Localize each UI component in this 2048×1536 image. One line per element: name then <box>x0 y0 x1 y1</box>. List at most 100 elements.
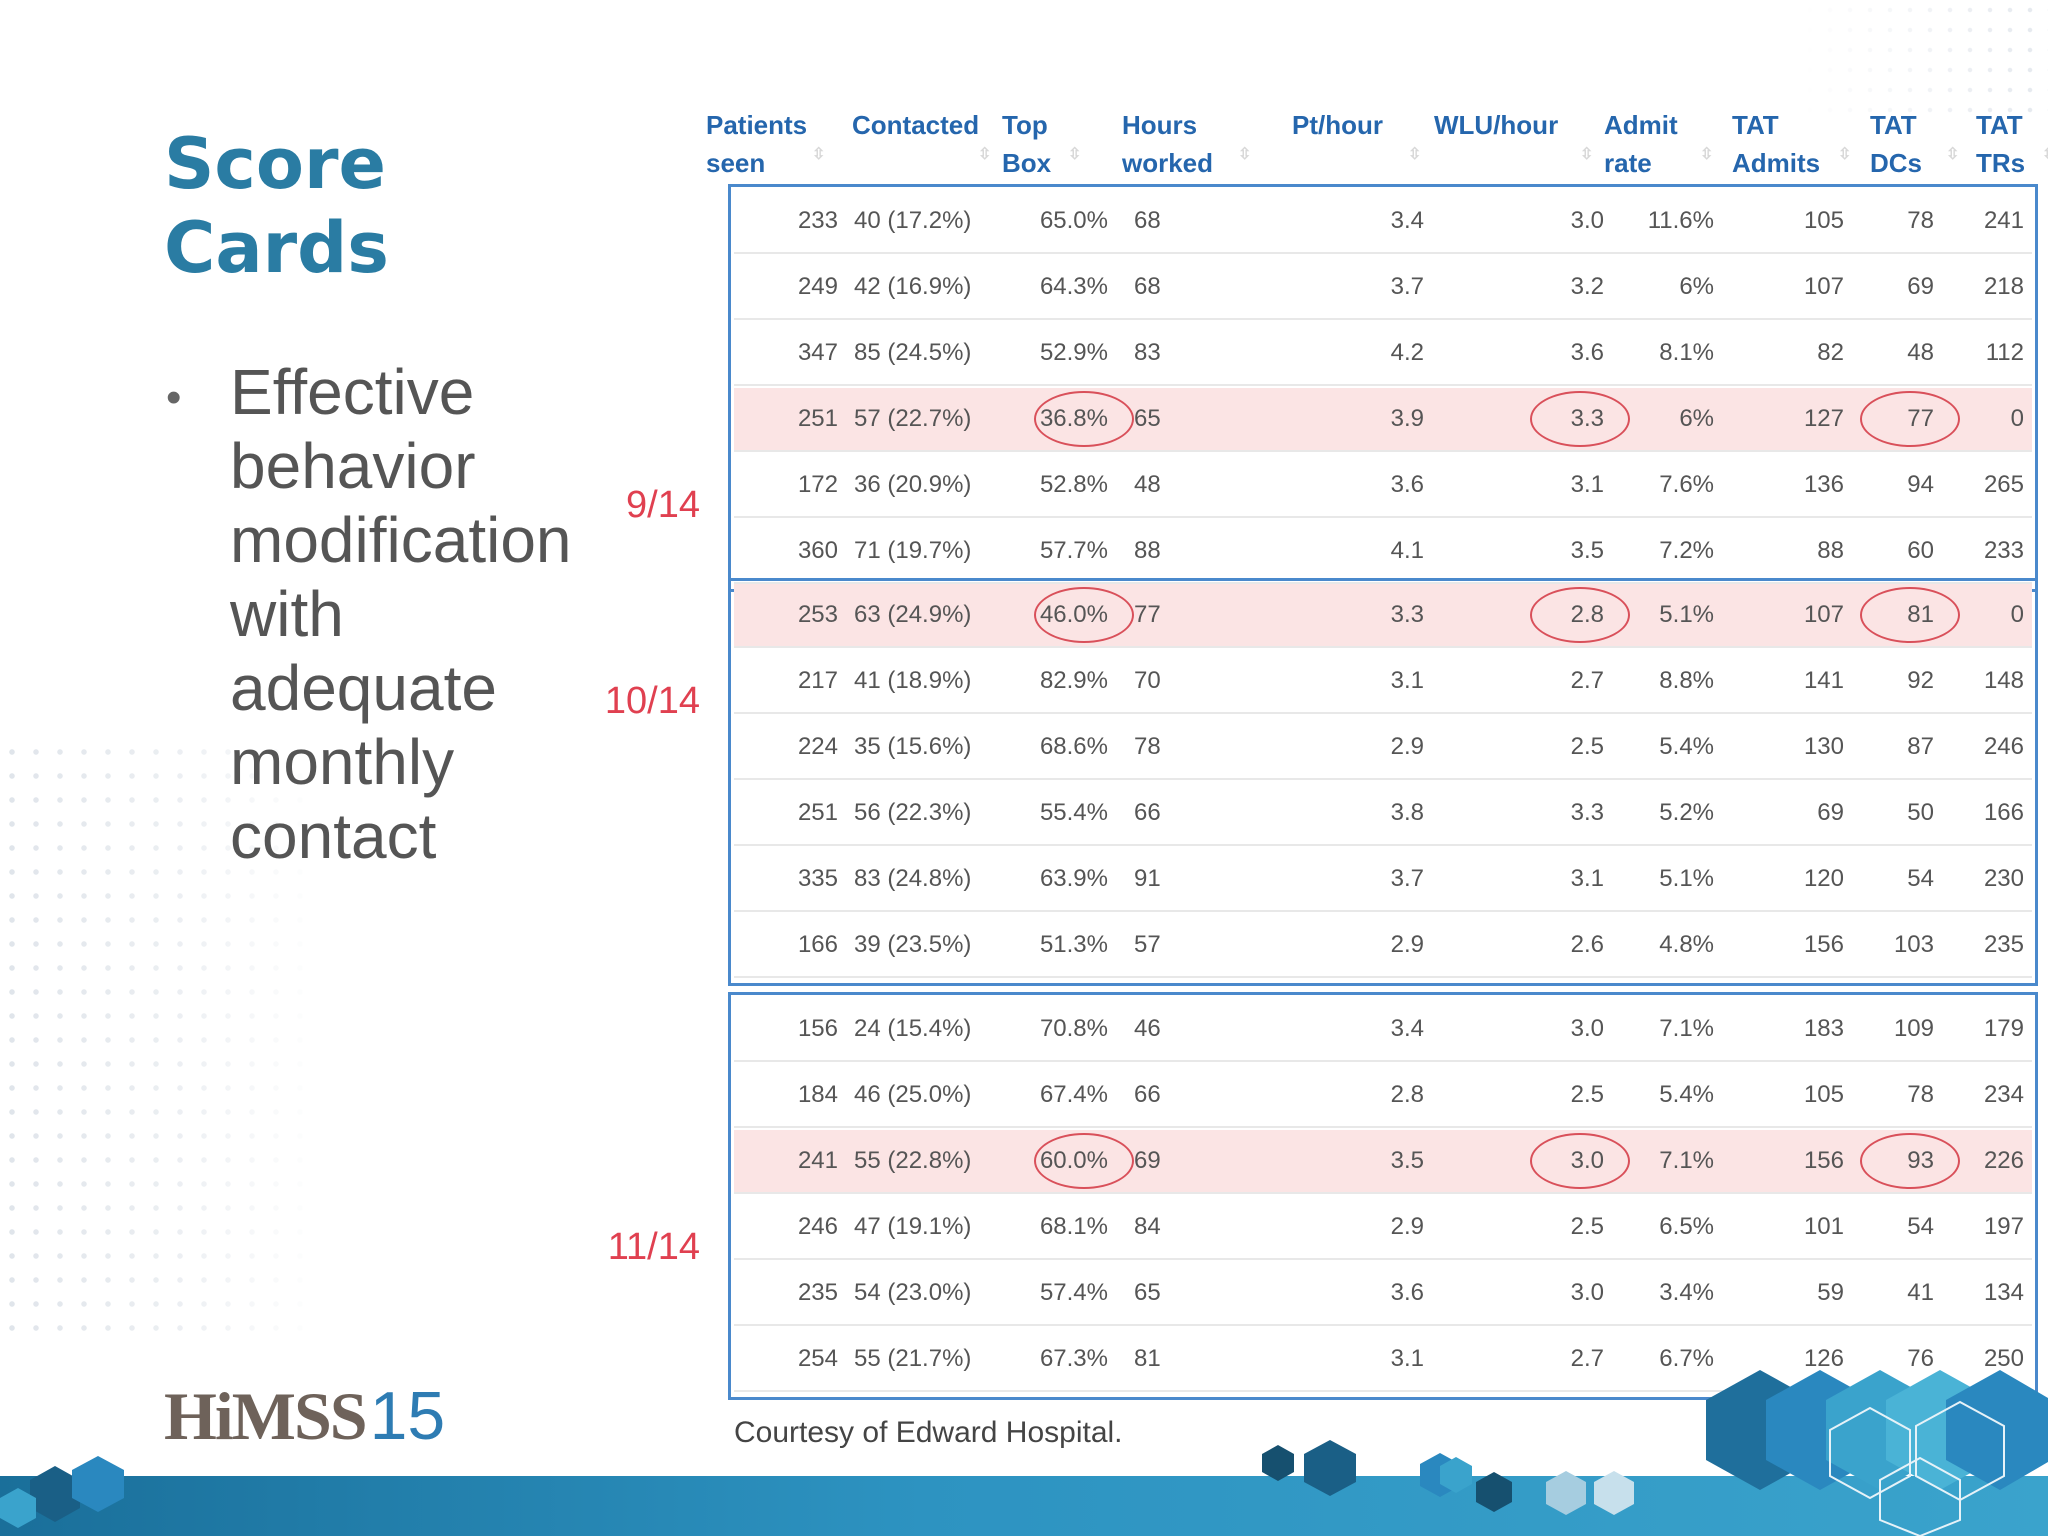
column-header[interactable]: TAT TRs ⇳ <box>1976 106 2048 182</box>
table-cell: 3.4% <box>1659 1279 1714 1306</box>
table-cell: 6% <box>1679 273 1714 300</box>
column-header-label: Hours worked <box>1122 110 1214 178</box>
table-cell: 136 <box>1803 471 1844 498</box>
column-header[interactable]: Top Box ⇳ <box>1002 106 1081 182</box>
column-header[interactable]: TAT DCs ⇳ <box>1870 106 1959 182</box>
table-cell: 141 <box>1803 667 1844 694</box>
table-cell: 3.0 <box>1570 1015 1604 1042</box>
table-cell: 105 <box>1803 207 1844 234</box>
table-cell: 197 <box>1983 1213 2024 1240</box>
table-cell: 156 <box>1803 931 1844 958</box>
table-cell: 233 <box>797 207 838 234</box>
table-cell: 233 <box>1983 537 2024 564</box>
table-cell: 241 <box>797 1147 838 1174</box>
table-cell: 82 <box>1817 339 1844 366</box>
table-cell: 50 <box>1907 799 1934 826</box>
table-cell: 251 <box>797 405 838 432</box>
highlight-circle <box>1530 587 1630 643</box>
table-cell: 3.2 <box>1570 273 1604 300</box>
table-cell: 5.1% <box>1659 601 1714 628</box>
table-cell: 56 (22.3%) <box>854 799 972 826</box>
sort-icon: ⇳ <box>1838 146 1852 163</box>
table-cell: 224 <box>797 733 838 760</box>
table-cell: 94 <box>1907 471 1934 498</box>
himss15-logo: HiMSS 15 <box>164 1362 445 1452</box>
table-cell: 3.1 <box>1390 667 1424 694</box>
column-header-label: Contacted <box>852 110 980 140</box>
table-cell: 3.3 <box>1390 601 1424 628</box>
table-cell: 55 (21.7%) <box>854 1345 972 1372</box>
table-cell: 107 <box>1803 601 1844 628</box>
table-row: 360 71 (19.7%) 57.7% 88 4.1 3.5 7.2% 88 60 233 <box>734 520 2032 584</box>
sort-icon: ⇳ <box>812 146 826 163</box>
table-cell: 226 <box>1983 1147 2024 1174</box>
column-header[interactable]: Patients seen ⇳ <box>706 106 825 182</box>
table-cell: 87 <box>1907 733 1934 760</box>
table-cell: 2.9 <box>1390 1213 1424 1240</box>
highlight-circle <box>1860 1133 1960 1189</box>
table-cell: 47 (19.1%) <box>854 1213 972 1240</box>
table-cell: 3.1 <box>1390 1345 1424 1372</box>
column-header[interactable]: Hours worked ⇳ <box>1122 106 1251 182</box>
highlight-circle <box>1034 1133 1134 1189</box>
table-cell: 35 (15.6%) <box>854 733 972 760</box>
month-group-box <box>728 992 2038 1400</box>
table-cell: 235 <box>797 1279 838 1306</box>
table-cell: 7.6% <box>1659 471 1714 498</box>
table-row: 249 42 (16.9%) 64.3% 68 3.7 3.2 6% 107 69 218 <box>734 256 2032 320</box>
column-header[interactable]: Pt/hour ⇳ <box>1292 106 1421 163</box>
table-cell: 2.8 <box>1390 1081 1424 1108</box>
table-cell: 68.6% <box>1039 733 1108 760</box>
table-cell: 24 (15.4%) <box>854 1015 972 1042</box>
logo-number: 15 <box>369 1378 446 1454</box>
table-cell: 78 <box>1907 1081 1934 1108</box>
table-cell: 172 <box>797 471 838 498</box>
table-cell: 360 <box>797 537 838 564</box>
table-cell: 254 <box>797 1345 838 1372</box>
table-cell: 3.7 <box>1390 273 1424 300</box>
table-cell: 217 <box>797 667 838 694</box>
table-cell: 54 (23.0%) <box>854 1279 972 1306</box>
table-cell: 251 <box>797 799 838 826</box>
table-row: 224 35 (15.6%) 68.6% 78 2.9 2.5 5.4% 130 87 246 <box>734 716 2032 780</box>
decorative-dot-pattern <box>0 740 320 1340</box>
table-cell: 3.6 <box>1390 1279 1424 1306</box>
highlight-circle <box>1034 391 1134 447</box>
highlight-circle <box>1530 1133 1630 1189</box>
highlight-circle <box>1034 587 1134 643</box>
table-cell: 3.6 <box>1390 471 1424 498</box>
table-cell: 71 (19.7%) <box>854 537 972 564</box>
sort-icon: ⇳ <box>1408 146 1422 163</box>
column-header[interactable]: Admit rate ⇳ <box>1604 106 1713 182</box>
column-header[interactable]: Contacted ⇳ <box>852 106 991 163</box>
column-header[interactable]: WLU/hour ⇳ <box>1434 106 1593 163</box>
table-cell: 57 (22.7%) <box>854 405 972 432</box>
sort-icon: ⇳ <box>1580 146 1594 163</box>
table-cell: 65 <box>1134 405 1161 432</box>
table-cell: 3.8 <box>1390 799 1424 826</box>
table-cell: 4.2 <box>1390 339 1424 366</box>
table-cell: 4.1 <box>1390 537 1424 564</box>
bullet-list: • Effective behavior modification with a… <box>160 355 600 873</box>
table-cell: 40 (17.2%) <box>854 207 972 234</box>
table-cell: 8.8% <box>1659 667 1714 694</box>
table-cell: 54 <box>1907 865 1934 892</box>
table-cell: 250 <box>1983 1345 2024 1372</box>
table-cell: 3.3 <box>1570 799 1604 826</box>
column-header-label: Top Box <box>1002 110 1052 178</box>
table-row: 156 24 (15.4%) 70.8% 46 3.4 3.0 7.1% 183 109 179 <box>734 998 2032 1062</box>
table-cell: 109 <box>1893 1015 1934 1042</box>
table-cell: 2.6 <box>1570 931 1604 958</box>
table-cell: 3.4 <box>1390 1015 1424 1042</box>
table-cell: 66 <box>1134 1081 1161 1108</box>
column-header[interactable]: TAT Admits ⇳ <box>1732 106 1851 182</box>
column-header-label: Patients seen <box>706 110 808 178</box>
table-cell: 2.5 <box>1570 1213 1604 1240</box>
table-row: 335 83 (24.8%) 63.9% 91 3.7 3.1 5.1% 120 54 230 <box>734 848 2032 912</box>
column-header-label: Admit rate <box>1604 110 1678 178</box>
table-cell: 3.7 <box>1390 865 1424 892</box>
table-cell: 101 <box>1803 1213 1844 1240</box>
sort-icon: ⇳ <box>978 146 992 163</box>
table-cell: 88 <box>1817 537 1844 564</box>
table-cell: 70 <box>1134 667 1161 694</box>
